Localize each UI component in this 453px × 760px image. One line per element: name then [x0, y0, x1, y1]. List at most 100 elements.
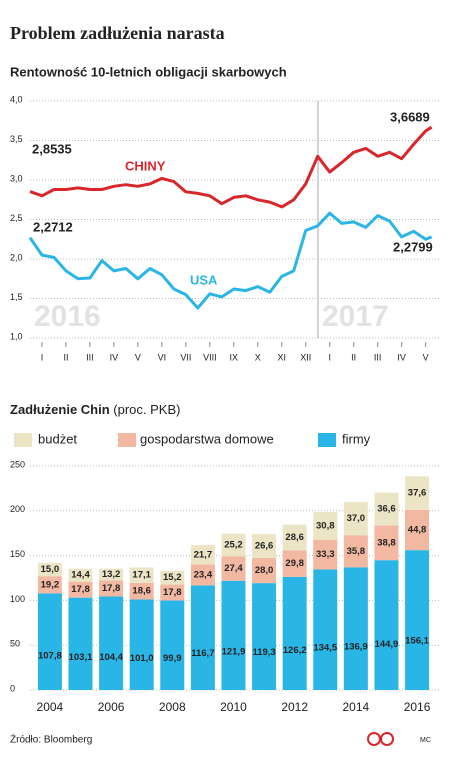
- x-tick-label: 2012: [281, 700, 308, 714]
- bar-segment: [252, 534, 277, 559]
- bar-segment: [37, 576, 62, 594]
- chart-title-main: Zadłużenie Chin: [10, 402, 110, 417]
- bar-value-label: 134,5: [313, 642, 337, 653]
- bar-segment: [68, 581, 93, 598]
- bar-segment: [221, 533, 246, 557]
- bar-value-label: 37,6: [408, 488, 427, 499]
- bar-segment: [160, 600, 185, 690]
- x-tick-label: II: [63, 352, 68, 362]
- bar-segment: [405, 476, 430, 510]
- bar-value-label: 25,2: [224, 539, 243, 550]
- bar-value-label: 28,0: [255, 565, 274, 576]
- legend-label: gospodarstwa domowe: [140, 431, 274, 446]
- bar-value-label: 15,2: [163, 572, 182, 583]
- x-tick-label: 2008: [159, 700, 186, 714]
- bar-value-label: 29,8: [285, 558, 304, 569]
- x-tick-label: XI: [277, 352, 286, 362]
- x-tick-label: V: [135, 352, 141, 362]
- bar-value-label: 121,9: [222, 646, 246, 657]
- x-tick-label: V: [423, 352, 429, 362]
- bar-value-label: 17,8: [163, 587, 182, 598]
- value-label: 2,2712: [33, 219, 73, 234]
- bar-segment: [190, 564, 215, 586]
- bar-segment: [343, 567, 368, 690]
- logo: [367, 732, 394, 746]
- legend-label: firmy: [342, 431, 371, 446]
- chart-unit: (proc. PKB): [113, 402, 180, 417]
- y-tick-label: 1,0: [10, 331, 23, 341]
- y-tick-label: 50: [10, 639, 20, 649]
- source: Źródło: Bloomberg: [10, 733, 92, 746]
- bar-segment: [68, 597, 93, 690]
- x-tick-label: VIII: [203, 352, 217, 362]
- bar-value-label: 18,6: [132, 586, 151, 597]
- x-tick-label: VII: [180, 352, 191, 362]
- bar-value-label: 19,2: [41, 579, 60, 590]
- y-tick-label: 3,5: [10, 134, 23, 144]
- bar-segment: [129, 582, 154, 600]
- bar-value-label: 13,2: [102, 569, 121, 580]
- bar-segment: [190, 545, 215, 565]
- legend-swatch: [318, 433, 336, 447]
- bar-value-label: 15,0: [41, 564, 60, 575]
- credit: MC: [420, 737, 431, 744]
- bar-value-label: 28,6: [285, 532, 304, 543]
- bar-value-label: 116,7: [191, 648, 214, 659]
- bar-segment: [313, 569, 338, 690]
- line-series: [28, 211, 433, 310]
- bar-value-label: 99,9: [163, 653, 182, 664]
- bar-value-label: 101,0: [130, 653, 154, 664]
- bar-segment: [282, 550, 307, 577]
- bar-segment: [68, 568, 93, 582]
- x-tick-label: III: [374, 352, 382, 362]
- bar-value-label: 37,0: [347, 513, 366, 524]
- bar-segment: [405, 550, 430, 690]
- x-tick-label: IV: [110, 352, 119, 362]
- bar-value-label: 126,2: [283, 645, 307, 656]
- bar-segment: [190, 585, 215, 690]
- y-tick-label: 100: [10, 594, 25, 604]
- x-tick-label: I: [41, 352, 44, 362]
- x-tick-label: 2006: [98, 700, 125, 714]
- year-watermark: 2016: [34, 300, 101, 333]
- bar-value-label: 107,8: [38, 651, 62, 662]
- bar-segment: [343, 502, 368, 536]
- bar-value-label: 144,9: [375, 639, 399, 650]
- value-label: 2,2799: [393, 239, 433, 254]
- series-label: USA: [190, 272, 218, 287]
- bar-value-label: 17,8: [102, 583, 121, 594]
- bar-segment: [37, 562, 62, 577]
- x-tick-label: X: [255, 352, 261, 362]
- bar-value-label: 36,6: [377, 504, 396, 515]
- bar-value-label: 23,4: [194, 569, 213, 580]
- bar-segment: [99, 568, 124, 581]
- bar-segment: [282, 576, 307, 690]
- bar-segment: [221, 556, 246, 581]
- x-tick-label: XII: [300, 352, 311, 362]
- x-tick-label: IX: [230, 352, 239, 362]
- bar-value-label: 26,6: [255, 541, 274, 552]
- bar-segment: [37, 593, 62, 690]
- bar-value-label: 27,4: [224, 563, 243, 574]
- series-label: CHINY: [125, 158, 166, 173]
- bar-value-label: 156,1: [405, 636, 429, 647]
- x-tick-label: I: [328, 352, 331, 362]
- value-label: 3,6689: [390, 109, 430, 124]
- y-tick-label: 4,0: [10, 94, 23, 104]
- chart-title: Zadłużenie Chin (proc. PKB): [10, 402, 180, 417]
- bar-value-label: 21,7: [194, 549, 213, 560]
- bar-segment: [252, 583, 277, 690]
- y-tick-label: 3,0: [10, 173, 23, 183]
- bar-value-label: 35,8: [347, 546, 366, 557]
- main-title: Problem zadłużenia narasta: [10, 23, 225, 43]
- y-tick-label: 0: [10, 683, 15, 693]
- bar-value-label: 103,1: [69, 652, 93, 663]
- x-tick-label: 2010: [220, 700, 247, 714]
- bar-segment: [129, 567, 154, 583]
- value-label: 2,8535: [32, 141, 72, 156]
- y-tick-label: 150: [10, 549, 25, 559]
- y-tick-label: 2,0: [10, 252, 23, 262]
- legend-swatch: [14, 433, 32, 447]
- bar-segment: [252, 558, 277, 584]
- bar-segment: [313, 512, 338, 540]
